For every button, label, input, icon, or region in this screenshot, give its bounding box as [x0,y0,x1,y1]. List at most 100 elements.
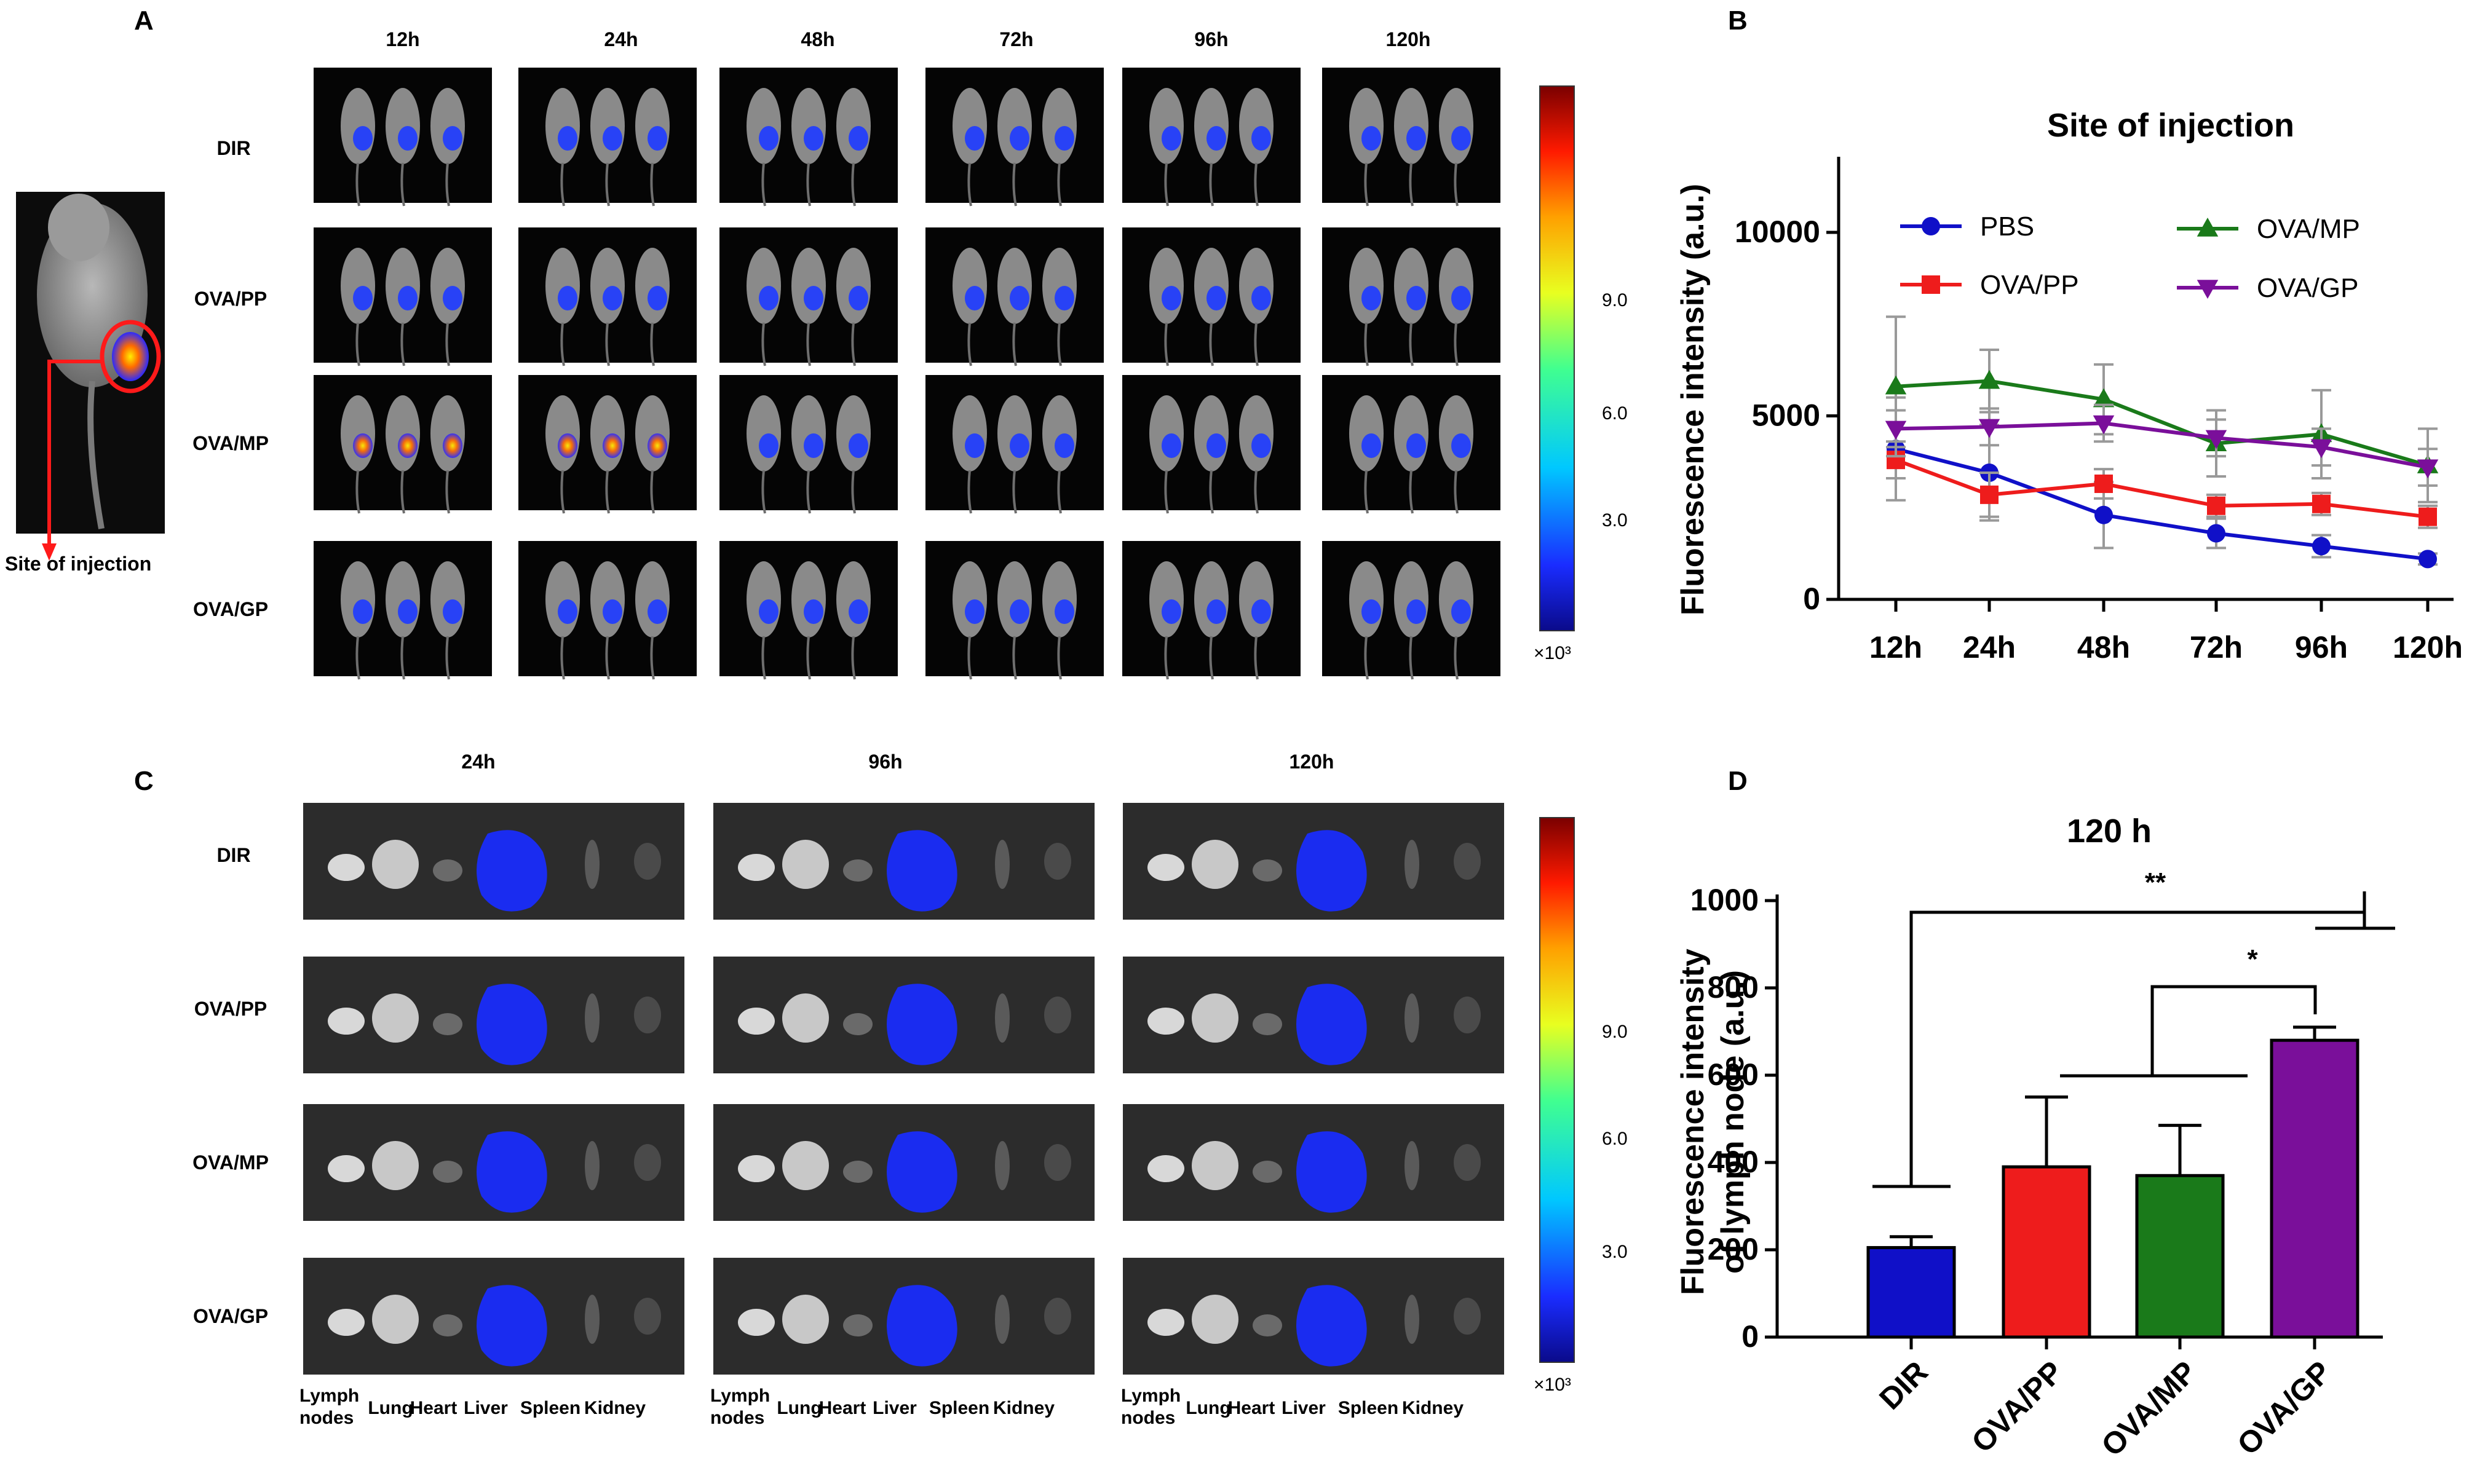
inset-arrow-head [42,543,57,561]
panel-a-letter: A [134,6,154,36]
mouse-silhouette [1394,88,1428,164]
organ-tile [303,1258,684,1375]
mouse-tail [400,162,405,207]
fluorescence-signal [443,286,462,310]
organ-liver [477,1285,547,1367]
fluorescence-signal [849,126,868,151]
fluorescence-signal [1251,433,1271,458]
mouse-tail [445,636,450,680]
organ-heart [433,1013,462,1035]
panel-a-colorbar: 9.0 6.0 3.0 ×10³ [1534,85,1628,663]
mouse-silhouette [1149,395,1184,472]
organ-lymph-nodes [328,1309,365,1336]
organ-label: Heart [410,1398,458,1418]
fluorescence-signal [558,126,577,151]
fluorescence-signal [398,286,418,310]
fluorescence-signal [759,599,778,624]
mouse-tail [1254,636,1259,680]
mouse-silhouette [1394,248,1428,324]
mouse-silhouette [590,395,625,472]
fluorescence-signal [1055,286,1074,310]
fluorescence-signal [849,286,868,310]
chart-d-ylabel-line2: of lymph node (a.u.) [1715,970,1751,1274]
fluorescence-signal [965,286,985,310]
mouse-tail [1057,162,1062,207]
organ-heart [433,1161,462,1183]
chart-d-y-tick-label: 200 [1708,1232,1759,1266]
fluorescence-signal [965,433,985,458]
organ-kidney [1044,997,1071,1033]
mouse-tail [1057,322,1062,366]
significance-label-single: * [2247,944,2258,974]
fluorescence-signal [353,286,373,310]
organ-lymph-nodes [738,1008,775,1035]
organ-label: Heart [1228,1398,1275,1418]
imaging-tile [925,375,1104,514]
organ-lung [372,1141,419,1190]
data-point-triangle-down [1978,419,2000,438]
mouse-silhouette [1194,88,1229,164]
mouse-tail [560,470,565,514]
mouse-silhouette [1439,561,1473,637]
data-point-triangle-down [2205,430,2227,449]
significance-bracket-dir [1909,910,2364,1186]
mouse-silhouette [341,248,375,324]
organ-kidney [1454,1144,1481,1181]
col-label-a-4: 96h [1194,28,1228,50]
mouse-silhouette [1349,395,1384,472]
colorbar-a-tick-2: 3.0 [1602,510,1628,531]
organ-spleen [585,1295,600,1344]
data-point-triangle-up [2093,388,2115,408]
organ-kidney [1454,997,1481,1033]
series-line [1895,421,2428,470]
chart-b-x-tick-label: 48h [2077,630,2130,665]
col-label-a-5: 120h [1386,28,1431,50]
fluorescence-signal [1361,433,1381,458]
fluorescence-signal [558,286,577,310]
mouse-silhouette [747,395,781,472]
mouse-silhouette [1394,561,1428,637]
fluorescence-signal [558,599,577,624]
mouse-tail [806,470,811,514]
mouse-tail [560,636,565,680]
data-point-triangle-down [2310,439,2332,459]
mouse-tail [851,162,856,207]
row-label-c-2: OVA/MP [192,1151,269,1174]
mouse-silhouette [545,248,580,324]
fluorescence-signal [804,433,823,458]
mouse-silhouette [430,248,465,324]
colorbar-c-tick-2: 3.0 [1602,1242,1628,1262]
organ-liver [1296,830,1367,912]
mouse-silhouette [386,248,420,324]
mouse-tail [761,322,766,366]
fluorescence-signal [648,126,667,151]
mouse-tail [650,470,655,514]
mouse-silhouette [1194,395,1229,472]
data-point-triangle-up [2197,218,2219,237]
mouse-tail [650,636,655,680]
fluorescence-signal [759,126,778,151]
chart-d-y-tick-label: 1000 [1690,883,1759,917]
row-label-c-0: DIR [216,844,250,866]
organ-label: Heart [819,1398,866,1418]
mouse-tail [605,162,610,207]
data-point-triangle-down [2197,280,2219,299]
mouse-tail [400,636,405,680]
col-label-a-3: 72h [999,28,1033,50]
mouse-tail [1364,322,1369,366]
fluorescence-signal [1451,126,1471,151]
mouse-tail [851,636,856,680]
organ-tile [713,1258,1095,1375]
chart-b-legend: PBS OVA/PP OVA/MP OVA/GP [1900,211,2360,303]
legend-label: OVA/MP [2257,214,2360,244]
mouse-tail [445,162,450,207]
chart-d-x-tick-label: OVA/GP [2230,1354,2338,1462]
mouse-tail [1209,470,1214,514]
organ-lung [372,840,419,889]
organ-lung [1192,840,1238,889]
chart-b-x-tick-label: 96h [2295,630,2348,665]
organ-tile [1123,1104,1504,1221]
mouse-tail [400,470,405,514]
data-point-circle [2312,537,2331,556]
